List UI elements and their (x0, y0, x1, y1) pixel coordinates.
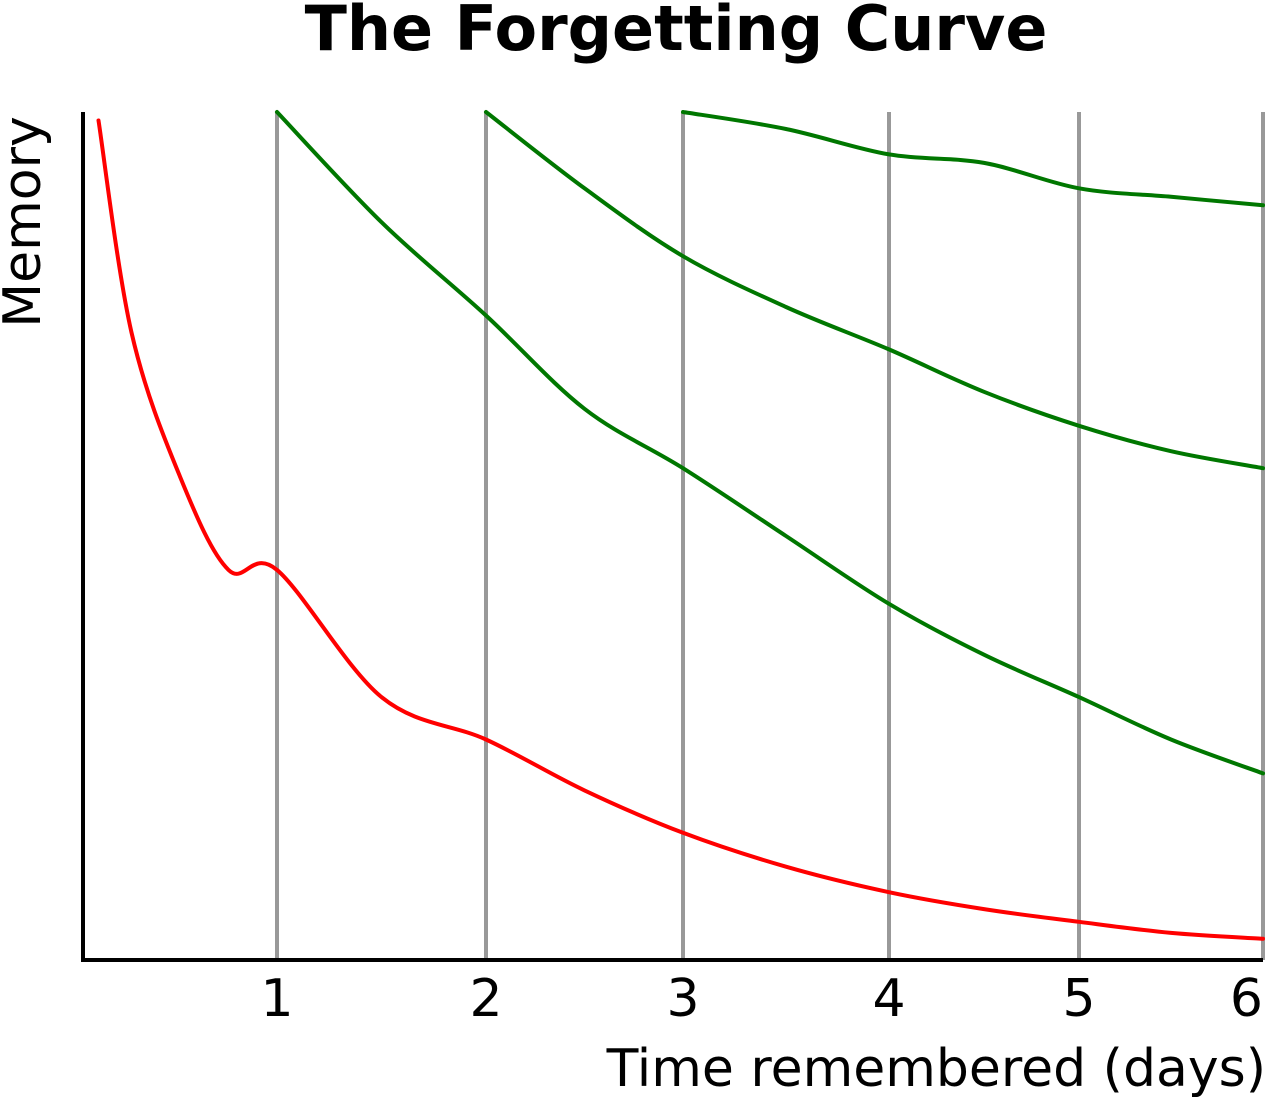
review-curve-line-1 (275, 110, 1265, 776)
data-curves (96, 110, 1265, 941)
chart-title: The Forgetting Curve (305, 0, 1048, 65)
forgetting-curve-line (96, 118, 1265, 941)
x-tick-label-3: 3 (666, 969, 699, 1029)
x-tick-label-5: 5 (1062, 969, 1095, 1029)
x-tick-label-4: 4 (872, 969, 905, 1029)
x-axis-label: Time remembered (days) (606, 1039, 1266, 1097)
x-tick-label-2: 2 (469, 969, 502, 1029)
y-axis-label: Memory (0, 116, 53, 327)
review-curve-line-2 (484, 110, 1265, 471)
x-tick-label-6: 6 (1230, 969, 1263, 1029)
gridlines (275, 112, 1265, 960)
review-curve-line-3 (681, 110, 1265, 208)
x-tick-labels: 1 2 3 4 5 6 (260, 969, 1263, 1029)
x-tick-label-1: 1 (260, 969, 293, 1029)
